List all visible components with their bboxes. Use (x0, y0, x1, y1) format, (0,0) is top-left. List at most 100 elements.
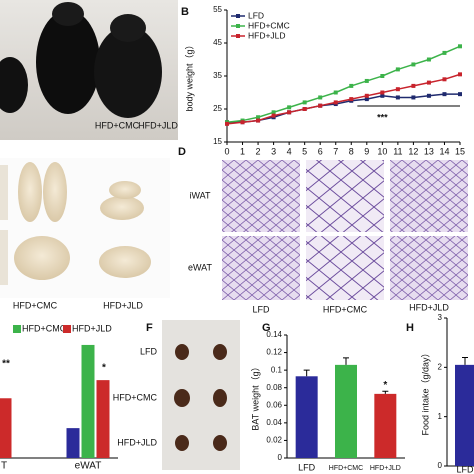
y-tick-label: 0 (438, 461, 443, 470)
point (380, 93, 385, 98)
x-tick-label: 4 (287, 146, 292, 156)
point (395, 67, 400, 72)
y-tick-label: 0.06 (266, 400, 282, 409)
x-tick-label: 13 (424, 146, 434, 156)
col-label: HFD+JLD (409, 302, 449, 312)
col-label: HFD+CMC (323, 304, 368, 314)
error-bar (462, 356, 468, 365)
point (364, 97, 369, 102)
x-tick-label: HFD+CMC (329, 465, 363, 472)
point (426, 57, 431, 62)
bar (455, 364, 474, 466)
y-axis-label: Food intake（g/day） (420, 348, 430, 435)
annotation: ** (2, 359, 10, 370)
legend-marker (236, 14, 240, 18)
y-tick-label: 55 (213, 5, 222, 14)
histology (222, 160, 468, 300)
row-label: iWAT (190, 190, 211, 200)
panel-label: G (262, 322, 271, 334)
legend-swatch (63, 325, 71, 333)
y-tick-label: 3 (438, 313, 443, 322)
x-tick-label: LFD (456, 464, 474, 474)
legend-label: HFD+CMC (248, 20, 290, 30)
point (364, 93, 369, 98)
photo-label: HFD+CMC (13, 300, 58, 310)
x-tick-label: 7 (333, 146, 338, 156)
bar (0, 398, 12, 458)
panel-label: D (178, 146, 186, 158)
point (364, 78, 369, 83)
panel-label: B (181, 6, 189, 18)
y-tick-label: 0.02 (266, 436, 282, 445)
point (458, 44, 462, 49)
y-tick-label: 0.08 (266, 383, 282, 392)
point (458, 92, 462, 97)
point (318, 103, 323, 108)
legend-swatch (13, 325, 21, 333)
error-bar (343, 357, 349, 365)
y-tick-label: 45 (213, 38, 222, 47)
bar (81, 344, 95, 458)
point (302, 107, 307, 111)
error-bar (303, 369, 310, 377)
x-tick-label: HFD+JLD (370, 465, 401, 472)
point (240, 120, 245, 125)
point (271, 110, 276, 115)
x-tick-label: 12 (408, 146, 418, 156)
x-tick-label: 11 (393, 146, 402, 156)
series-line (226, 45, 461, 123)
x-tick-label: 8 (349, 146, 354, 156)
legend-marker (236, 24, 240, 28)
point (256, 115, 261, 120)
point (380, 74, 385, 78)
annotation: * (102, 363, 106, 374)
row-label: eWAT (188, 262, 213, 272)
y-tick-label: 15 (213, 137, 222, 146)
point (395, 87, 400, 92)
panel-label: H (406, 322, 414, 334)
x-tick-label: LFD (298, 462, 316, 472)
bar (335, 364, 357, 458)
point (442, 92, 447, 97)
point (225, 121, 229, 126)
photo-a (0, 0, 178, 140)
point (442, 77, 447, 82)
point (426, 93, 431, 98)
y-tick-label: 0.12 (266, 348, 282, 357)
point (302, 100, 307, 105)
x-tick-label: 14 (439, 146, 449, 156)
y-tick-label: 0.04 (266, 418, 282, 427)
x-tick-label: 6 (318, 146, 323, 156)
point (442, 50, 447, 55)
photo-label: HFD+JLD (103, 300, 143, 310)
photo-label: HFD+JLD (117, 437, 157, 447)
point (380, 90, 385, 95)
point (411, 95, 416, 100)
bar (374, 393, 397, 458)
x-tick-label: 9 (364, 146, 369, 156)
y-tick-label: 25 (213, 104, 222, 113)
y-tick-label: 0.1 (271, 365, 283, 374)
x-tick-label: eWAT (75, 461, 102, 472)
bar (66, 428, 80, 458)
y-tick-label: 2 (438, 362, 443, 371)
panel-label: F (146, 322, 153, 334)
point (395, 95, 400, 100)
y-tick-label: 35 (213, 71, 222, 80)
point (333, 100, 338, 105)
annotation: *** (377, 112, 388, 122)
series-line (227, 93, 460, 123)
annotation: * (383, 380, 387, 391)
legend-label: HFD+JLD (72, 323, 112, 333)
point (287, 110, 292, 115)
x-tick-label: 10 (377, 146, 387, 156)
photo-label: HFD+JLD (138, 120, 178, 130)
point (256, 118, 261, 123)
point (271, 113, 276, 118)
x-tick-label: 0 (224, 146, 229, 156)
photo-label: HFD+CMC (95, 120, 140, 130)
point (333, 90, 338, 95)
y-tick-label: 0 (278, 453, 283, 462)
x-tick-label: 15 (455, 146, 465, 156)
